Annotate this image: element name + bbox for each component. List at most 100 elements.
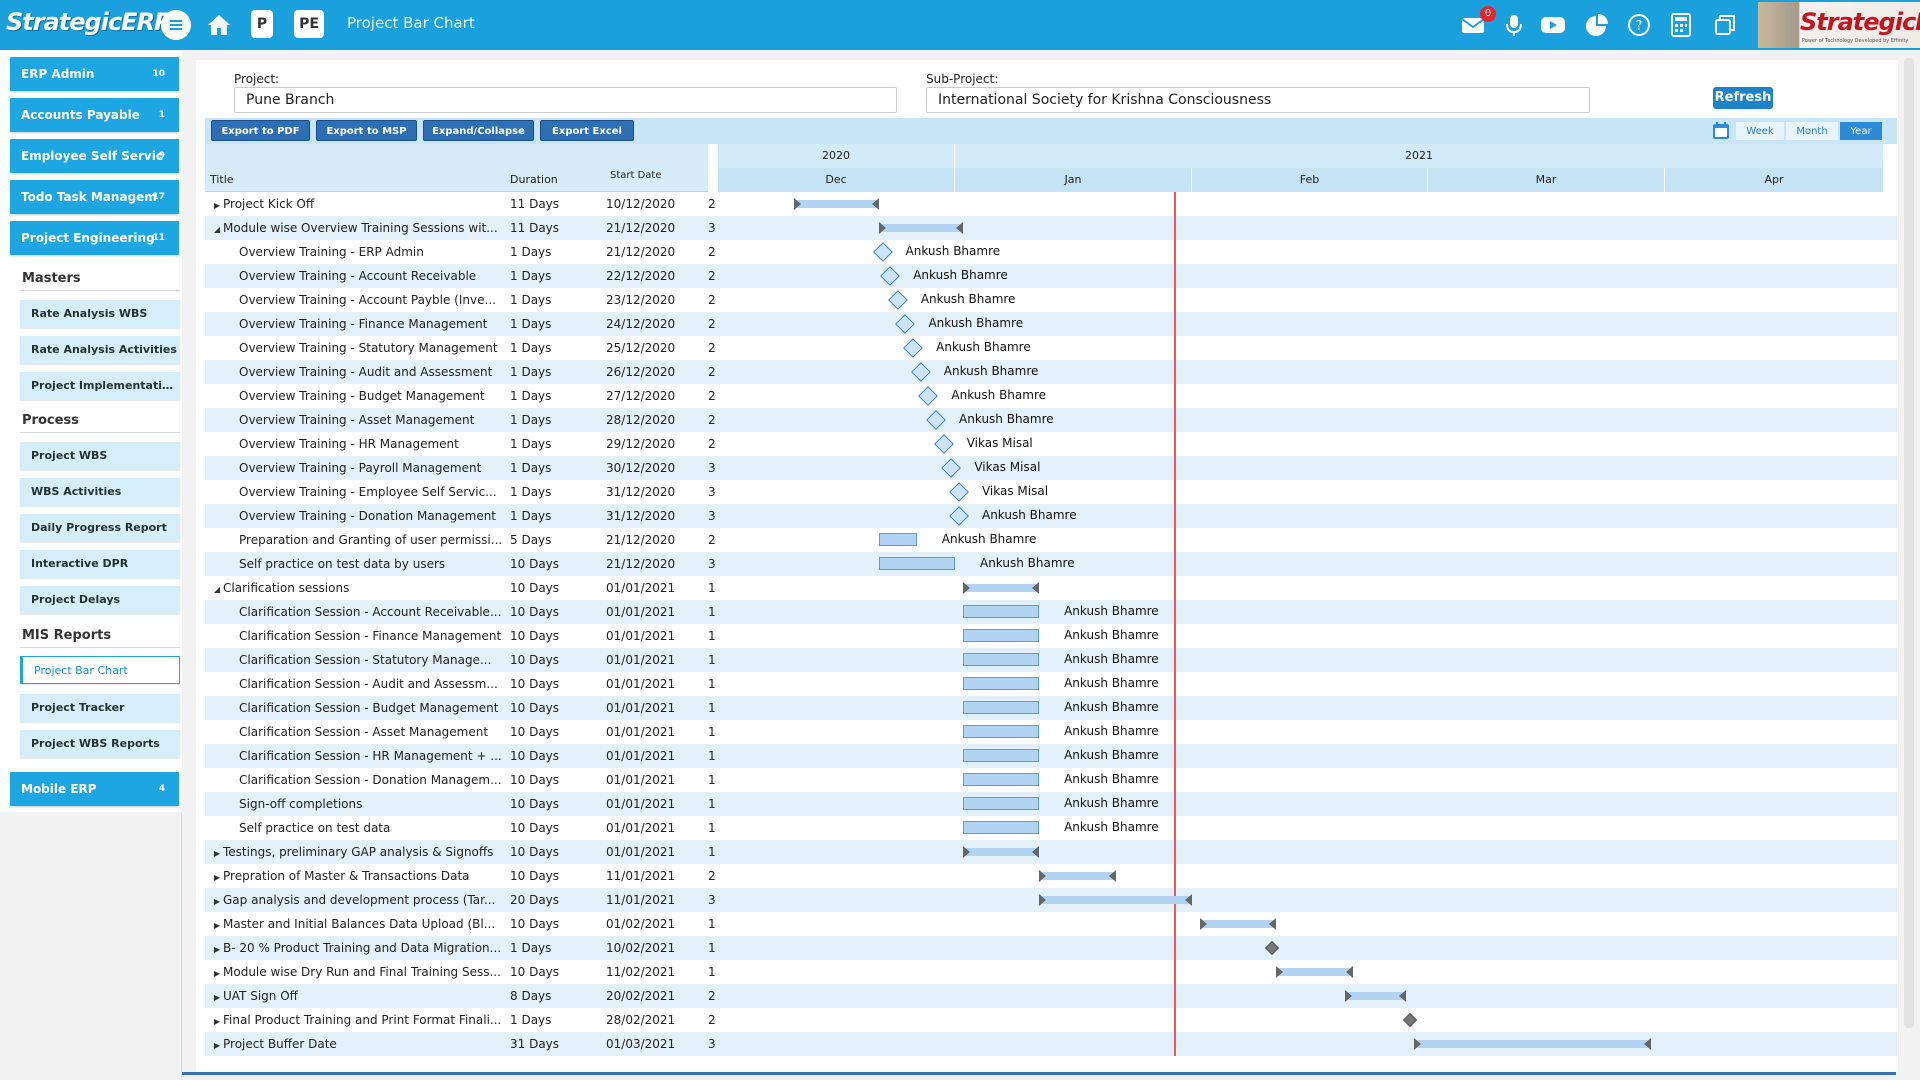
task-title[interactable]: ▶ UAT Sign Off (205, 984, 503, 1008)
caret-right-icon[interactable]: ▶ (213, 969, 221, 978)
page-scrollbar[interactable] (1904, 58, 1914, 1028)
milestone-marker[interactable] (872, 242, 893, 262)
sidebar-item-rate-analysis-activities[interactable]: Rate Analysis Activities (20, 336, 180, 364)
brand-logo[interactable]: StrategicERP (6, 8, 172, 36)
table-row[interactable]: ▶ UAT Sign Off 8 Days 20/02/2021 2 (205, 984, 1897, 1008)
table-row[interactable]: ◢ Clarification sessions 10 Days 01/01/2021… (205, 576, 1897, 600)
zoom-week-button[interactable]: Week (1735, 121, 1785, 141)
milestone-marker[interactable] (949, 506, 969, 526)
table-row[interactable]: ▶ Project Kick Off 11 Days 10/12/2020 2 (205, 192, 1897, 216)
task-title[interactable]: Overview Training - Finance Management (205, 312, 503, 336)
task-bar[interactable] (962, 773, 1040, 786)
zoom-month-button[interactable]: Month (1785, 121, 1839, 141)
caret-right-icon[interactable]: ▶ (213, 945, 221, 954)
task-bar[interactable] (962, 797, 1040, 810)
zoom-year-button[interactable]: Year (1839, 121, 1883, 141)
task-title[interactable]: Overview Training - Statutory Management (205, 336, 503, 360)
export-pdf-button[interactable]: Export to PDF (211, 120, 310, 141)
column-header-title[interactable]: Title (210, 173, 234, 186)
summary-bar[interactable] (962, 848, 1040, 856)
task-title[interactable]: Clarification Session - Audit and Assess… (205, 672, 503, 696)
subproject-field[interactable]: International Society for Krishna Consci… (926, 87, 1590, 113)
refresh-button[interactable]: Refresh (1713, 87, 1773, 109)
sidebar-item-wbs-activities[interactable]: WBS Activities (20, 478, 180, 506)
task-bar[interactable] (962, 821, 1040, 834)
task-title[interactable]: Clarification Session - Account Receivab… (205, 600, 503, 624)
table-row[interactable]: ◢ Module wise Overview Training Sessions … (205, 216, 1897, 240)
task-bar[interactable] (962, 677, 1040, 690)
summary-bar[interactable] (1039, 872, 1116, 880)
youtube-icon[interactable] (1540, 12, 1566, 38)
export-excel-button[interactable]: Export Excel (540, 120, 634, 141)
task-title[interactable]: ▶ Project Kick Off (205, 192, 503, 216)
table-row[interactable]: ▶ Prepration of Master & Transactions Dat… (205, 864, 1897, 888)
table-row[interactable]: ▶ Master and Initial Balances Data Upload… (205, 912, 1897, 936)
export-msp-button[interactable]: Export to MSP (316, 120, 417, 141)
milestone-marker[interactable] (903, 338, 924, 358)
mail-icon[interactable] (1460, 12, 1486, 38)
table-row[interactable]: Sign-off completions 10 Days 01/01/2021 1 (205, 792, 1897, 816)
table-row[interactable]: Overview Training - Audit and Assessment… (205, 360, 1897, 384)
task-title[interactable]: Overview Training - Budget Management (205, 384, 503, 408)
task-title[interactable]: Overview Training - Payroll Management (205, 456, 503, 480)
summary-bar[interactable] (794, 200, 879, 208)
mic-icon[interactable] (1501, 12, 1527, 38)
table-row[interactable]: Overview Training - Asset Management 1 Da… (205, 408, 1897, 432)
table-row[interactable]: ▶ B- 20 % Product Training and Data Migra… (205, 936, 1897, 960)
caret-right-icon[interactable]: ▶ (213, 201, 221, 210)
task-title[interactable]: Overview Training - Employee Self Servic… (205, 480, 503, 504)
task-title[interactable]: Self practice on test data by users (205, 552, 503, 576)
task-title[interactable]: Overview Training - ERP Admin (205, 240, 503, 264)
caret-right-icon[interactable]: ▶ (213, 873, 221, 882)
table-row[interactable]: Overview Training - Account Receivable 1 … (205, 264, 1897, 288)
task-title[interactable]: ◢ Module wise Overview Training Sessions … (205, 216, 503, 240)
task-title[interactable]: ▶ Final Product Training and Print Format… (205, 1008, 503, 1032)
task-title[interactable]: Clarification Session - Finance Manageme… (205, 624, 503, 648)
task-title[interactable]: Overview Training - Donation Management (205, 504, 503, 528)
task-title[interactable]: Overview Training - Account Receivable (205, 264, 503, 288)
task-bar[interactable] (878, 557, 955, 570)
table-row[interactable]: Self practice on test data by users 10 Da… (205, 552, 1897, 576)
caret-right-icon[interactable]: ▶ (213, 897, 221, 906)
caret-down-icon[interactable]: ◢ (213, 225, 221, 234)
home-icon[interactable] (206, 12, 232, 38)
summary-bar[interactable] (962, 584, 1040, 592)
caret-right-icon[interactable]: ▶ (213, 993, 221, 1002)
summary-bar[interactable] (1344, 992, 1407, 1000)
task-title[interactable]: ▶ B- 20 % Product Training and Data Migra… (205, 936, 503, 960)
task-title[interactable]: ▶ Master and Initial Balances Data Upload… (205, 912, 503, 936)
task-bar[interactable] (962, 701, 1040, 714)
sidebar-item-accounts-payable[interactable]: Accounts Payable 1 (10, 98, 179, 132)
task-title[interactable]: Overview Training - Audit and Assessment (205, 360, 503, 384)
table-row[interactable]: Clarification Session - HR Management + … (205, 744, 1897, 768)
sidebar-item-project-delays[interactable]: Project Delays (20, 586, 180, 614)
summary-bar[interactable] (1413, 1040, 1651, 1048)
task-bar[interactable] (962, 629, 1040, 642)
sidebar-item-erp-admin[interactable]: ERP Admin 10 (10, 57, 179, 91)
task-title[interactable]: Overview Training - Account Payble (Inve… (205, 288, 503, 312)
summary-bar[interactable] (1199, 920, 1277, 928)
calculator-icon[interactable] (1668, 12, 1694, 38)
sidebar-item-project-wbs[interactable]: Project WBS (20, 442, 180, 470)
milestone-marker[interactable] (941, 458, 962, 478)
milestone-marker[interactable] (933, 434, 954, 454)
help-icon[interactable]: ? (1626, 12, 1652, 38)
milestone-marker[interactable] (1402, 1012, 1418, 1028)
sidebar-item-project-bar-chart[interactable]: Project Bar Chart (20, 656, 180, 684)
column-header-start-date[interactable]: Start Date (610, 170, 662, 181)
task-title[interactable]: ▶ Module wise Dry Run and Final Training … (205, 960, 503, 984)
summary-bar[interactable] (878, 224, 963, 232)
project-field[interactable]: Pune Branch (234, 87, 897, 113)
sidebar-item-rate-analysis-wbs[interactable]: Rate Analysis WBS (20, 300, 180, 328)
task-title[interactable]: ▶ Project Buffer Date (205, 1032, 503, 1056)
task-title[interactable]: ▶ Prepration of Master & Transactions Dat… (205, 864, 503, 888)
caret-right-icon[interactable]: ▶ (213, 1041, 221, 1050)
sidebar-item-project-implementation[interactable]: Project Implementation D.. (20, 372, 180, 400)
task-title[interactable]: Self practice on test data (205, 816, 503, 840)
task-bar[interactable] (878, 533, 917, 546)
task-bar[interactable] (962, 605, 1040, 618)
task-bar[interactable] (962, 725, 1040, 738)
milestone-marker[interactable] (887, 290, 908, 310)
task-bar[interactable] (962, 653, 1040, 666)
sidebar-item-employee-self-service[interactable]: Employee Self Servic 9 (10, 139, 179, 173)
